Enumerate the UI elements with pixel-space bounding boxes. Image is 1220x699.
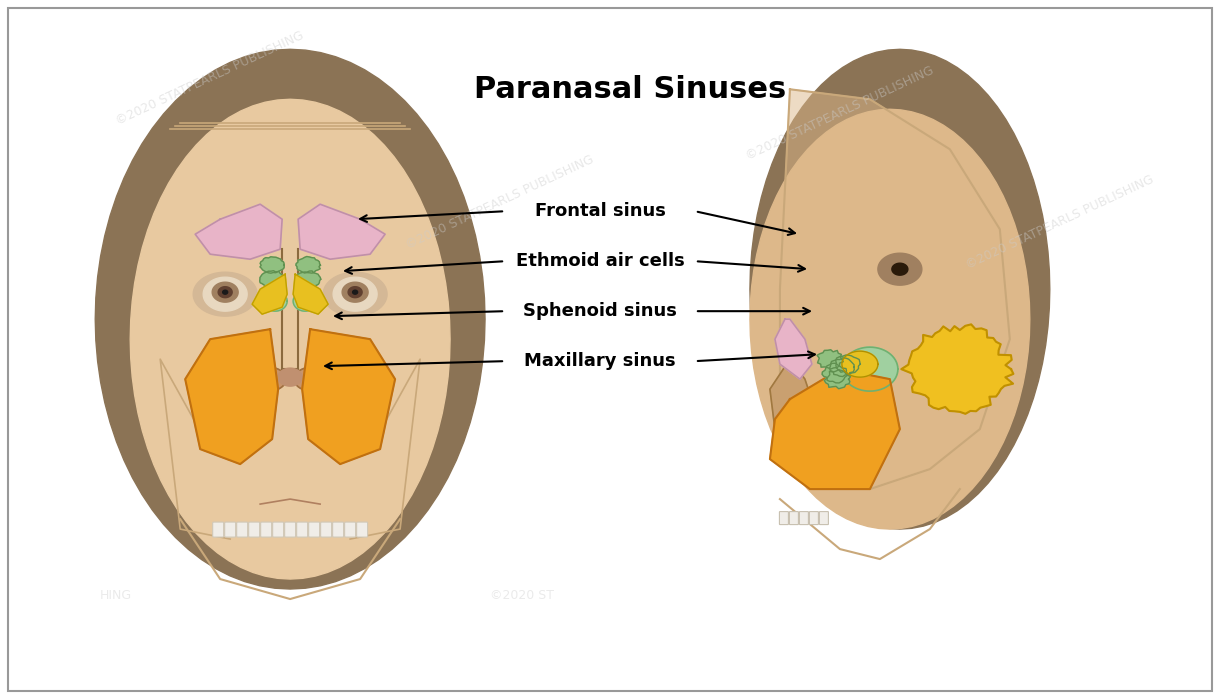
Polygon shape (842, 351, 878, 377)
FancyBboxPatch shape (296, 522, 307, 537)
FancyBboxPatch shape (321, 522, 332, 537)
Polygon shape (817, 350, 843, 369)
Polygon shape (822, 363, 847, 383)
Polygon shape (195, 204, 282, 259)
Polygon shape (253, 274, 287, 314)
Text: ©2020 STATPEARLS PUBLISHING: ©2020 STATPEARLS PUBLISHING (115, 29, 306, 127)
Polygon shape (264, 291, 287, 311)
Polygon shape (204, 278, 248, 311)
FancyBboxPatch shape (780, 512, 788, 524)
Polygon shape (303, 329, 395, 464)
FancyBboxPatch shape (261, 522, 272, 537)
Text: ©2020 STATPEARLS PUBLISHING: ©2020 STATPEARLS PUBLISHING (964, 173, 1155, 272)
FancyBboxPatch shape (237, 522, 248, 537)
Polygon shape (770, 359, 820, 439)
FancyBboxPatch shape (820, 512, 828, 524)
Polygon shape (902, 324, 1014, 414)
Polygon shape (348, 287, 362, 298)
FancyBboxPatch shape (212, 522, 223, 537)
Polygon shape (825, 370, 850, 389)
Polygon shape (750, 50, 1049, 529)
Polygon shape (250, 367, 287, 391)
Text: ©2020 ST: ©2020 ST (490, 589, 554, 602)
Polygon shape (278, 368, 303, 386)
Polygon shape (212, 282, 238, 302)
FancyBboxPatch shape (309, 522, 320, 537)
Polygon shape (260, 257, 284, 273)
Polygon shape (260, 271, 285, 287)
Polygon shape (775, 319, 813, 379)
FancyBboxPatch shape (333, 522, 344, 537)
FancyBboxPatch shape (249, 522, 260, 537)
Polygon shape (298, 204, 386, 259)
FancyBboxPatch shape (9, 8, 1211, 691)
Polygon shape (293, 291, 317, 311)
FancyBboxPatch shape (356, 522, 367, 537)
FancyBboxPatch shape (344, 522, 355, 537)
FancyBboxPatch shape (809, 512, 819, 524)
Text: Frontal sinus: Frontal sinus (534, 202, 665, 220)
Polygon shape (333, 278, 377, 311)
Polygon shape (193, 272, 257, 316)
Polygon shape (218, 287, 232, 298)
Polygon shape (878, 253, 922, 285)
FancyBboxPatch shape (272, 522, 283, 537)
Polygon shape (223, 290, 228, 294)
FancyBboxPatch shape (799, 512, 809, 524)
Polygon shape (296, 257, 321, 273)
Polygon shape (830, 358, 854, 377)
Polygon shape (353, 290, 357, 294)
FancyBboxPatch shape (284, 522, 295, 537)
Polygon shape (131, 99, 450, 579)
Polygon shape (842, 347, 898, 391)
Text: HING: HING (100, 589, 132, 602)
Polygon shape (294, 367, 331, 391)
Text: Maxillary sinus: Maxillary sinus (525, 352, 676, 370)
Text: Paranasal Sinuses: Paranasal Sinuses (473, 75, 786, 103)
Text: ©2020 STATPEARLS PUBLISHING: ©2020 STATPEARLS PUBLISHING (744, 64, 936, 162)
Polygon shape (323, 272, 387, 316)
Polygon shape (293, 274, 328, 314)
Polygon shape (296, 271, 321, 287)
Polygon shape (185, 329, 278, 464)
Polygon shape (836, 355, 860, 375)
FancyBboxPatch shape (224, 522, 235, 537)
Text: Sphenoid sinus: Sphenoid sinus (523, 302, 677, 320)
Polygon shape (342, 282, 368, 302)
Polygon shape (892, 264, 908, 275)
Text: Ethmoid air cells: Ethmoid air cells (516, 252, 684, 271)
FancyBboxPatch shape (789, 512, 798, 524)
Polygon shape (770, 369, 900, 489)
Polygon shape (95, 50, 486, 589)
Text: ©2020 STATPEARLS PUBLISHING: ©2020 STATPEARLS PUBLISHING (404, 153, 597, 252)
Polygon shape (780, 89, 1010, 489)
Polygon shape (750, 109, 1030, 529)
